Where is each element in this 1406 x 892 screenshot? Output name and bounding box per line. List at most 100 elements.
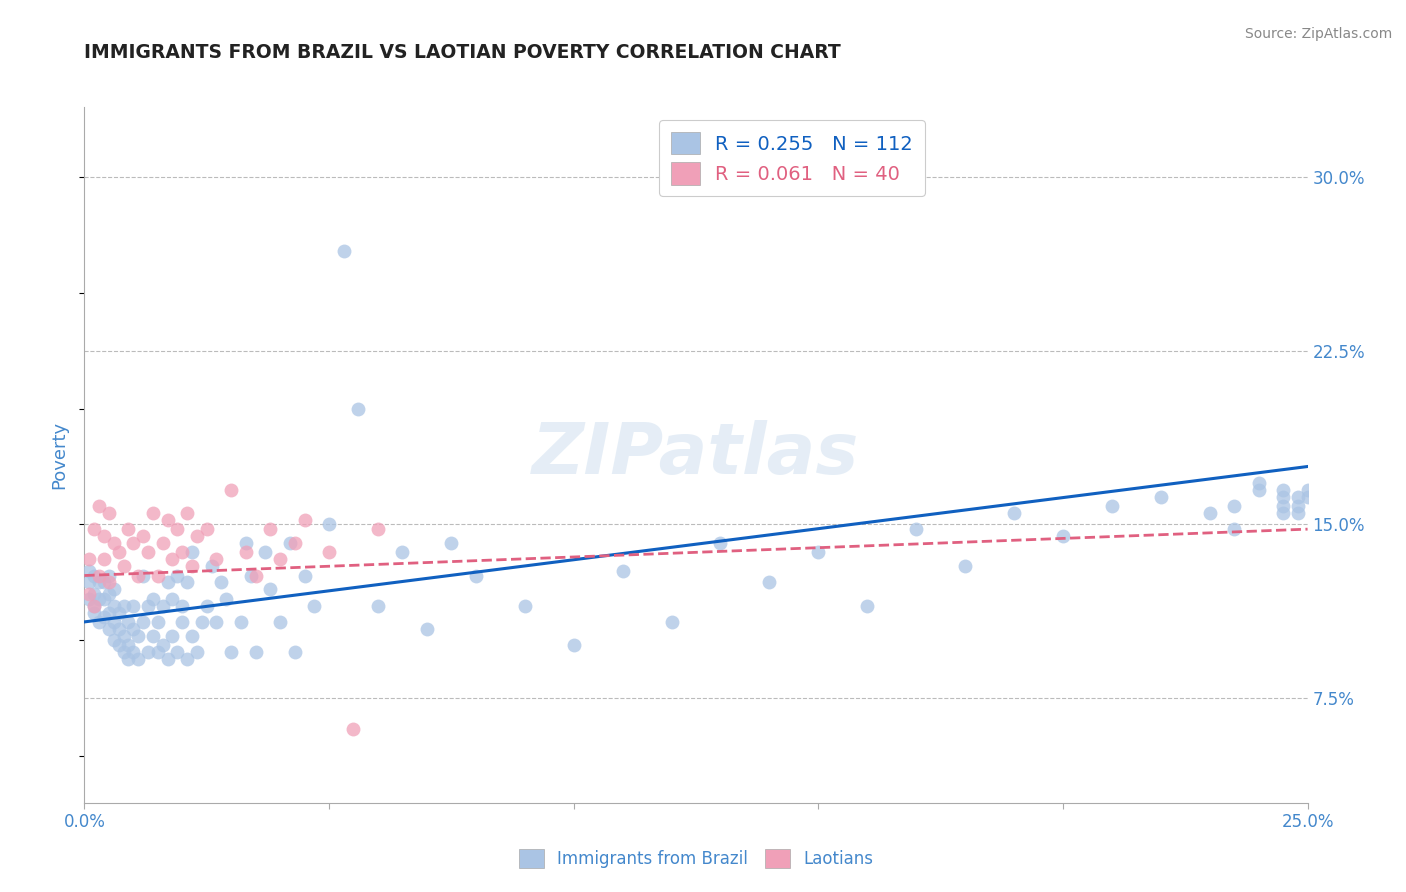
Point [284,645,307,659]
Point [112,559,135,574]
Point [1296,490,1319,504]
Point [1101,499,1123,513]
Point [1272,483,1295,497]
Point [146,568,169,582]
Point [77,587,100,601]
Point [205,552,228,566]
Point [235,536,257,550]
Point [93,552,115,566]
Point [186,645,208,659]
Point [191,615,214,629]
Point [347,401,370,416]
Point [93,529,115,543]
Point [758,575,780,590]
Point [245,645,267,659]
Point [103,633,125,648]
Point [1247,475,1270,490]
Point [97,622,120,636]
Point [122,599,145,613]
Point [93,610,115,624]
Point [107,545,129,559]
Point [905,522,928,536]
Point [142,506,165,520]
Point [136,545,159,559]
Point [93,591,115,606]
Point [103,536,125,550]
Point [166,645,188,659]
Point [172,615,194,629]
Point [259,522,281,536]
Y-axis label: Poverty: Poverty [51,421,69,489]
Point [304,599,326,613]
Point [464,568,486,582]
Point [83,599,105,613]
Point [176,652,198,666]
Point [152,638,174,652]
Point [117,615,139,629]
Point [87,499,110,513]
Point [107,638,129,652]
Point [205,615,228,629]
Point [93,575,115,590]
Point [122,645,145,659]
Point [1286,506,1309,520]
Point [97,506,120,520]
Point [440,536,463,550]
Point [166,522,188,536]
Text: Source: ZipAtlas.com: Source: ZipAtlas.com [1244,27,1392,41]
Point [156,652,179,666]
Point [162,629,184,643]
Point [1296,483,1319,497]
Point [176,575,198,590]
Point [146,615,169,629]
Point [294,513,316,527]
Point [278,536,301,550]
Point [215,591,238,606]
Point [235,545,257,559]
Point [117,522,139,536]
Point [77,564,100,578]
Point [97,587,120,601]
Point [103,615,125,629]
Point [83,568,105,582]
Point [77,575,100,590]
Point [709,536,731,550]
Point [1002,506,1025,520]
Point [97,606,120,620]
Point [181,545,204,559]
Text: ZIPatlas: ZIPatlas [533,420,859,490]
Point [166,568,188,582]
Point [107,622,129,636]
Point [513,599,536,613]
Point [132,568,155,582]
Point [181,629,204,643]
Point [117,652,139,666]
Point [245,568,267,582]
Point [562,638,585,652]
Point [318,545,340,559]
Point [254,545,277,559]
Point [332,244,354,258]
Point [219,483,242,497]
Point [195,599,218,613]
Point [103,599,125,613]
Point [132,615,155,629]
Point [1272,506,1295,520]
Point [1247,483,1270,497]
Point [152,536,174,550]
Point [112,645,135,659]
Point [200,559,222,574]
Point [1052,529,1074,543]
Point [87,591,110,606]
Point [77,552,100,566]
Point [416,622,439,636]
Point [83,587,105,601]
Point [122,536,145,550]
Point [195,522,218,536]
Point [97,575,120,590]
Point [856,599,879,613]
Point [1223,522,1246,536]
Point [186,529,208,543]
Point [209,575,232,590]
Point [1223,499,1246,513]
